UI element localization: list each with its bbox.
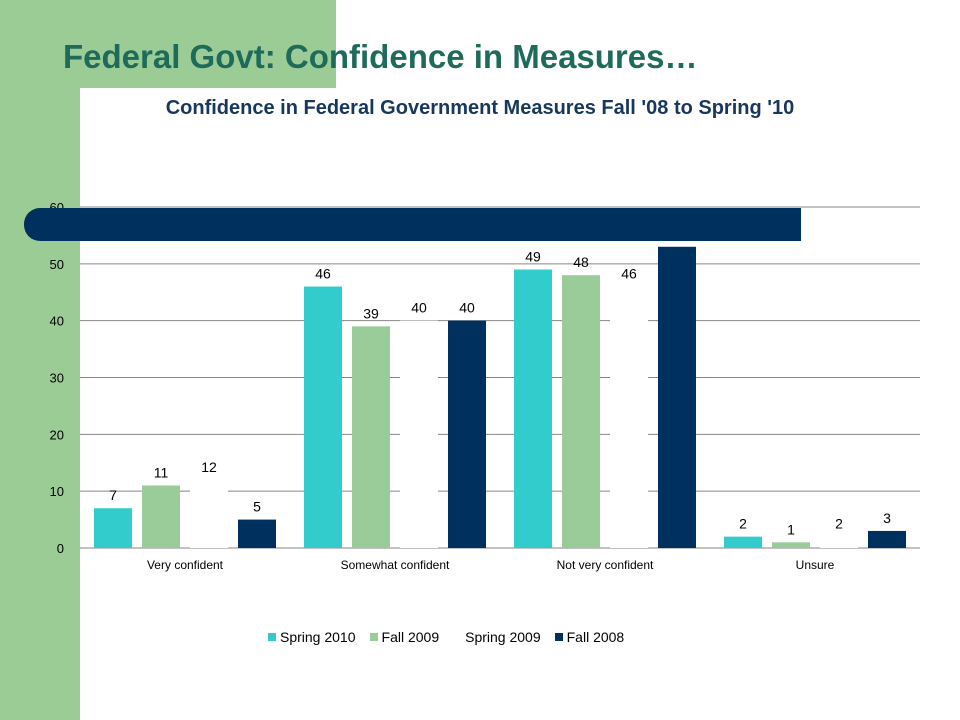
chart-title: Confidence in Federal Government Measure… bbox=[165, 97, 795, 119]
bar bbox=[610, 286, 648, 548]
legend-swatch bbox=[268, 633, 276, 641]
bar bbox=[190, 479, 228, 548]
data-label: 48 bbox=[573, 254, 589, 270]
legend-item: Fall 2008 bbox=[554, 629, 625, 645]
data-label: 40 bbox=[411, 300, 427, 316]
bar bbox=[820, 536, 858, 548]
x-category-label: Very confident bbox=[147, 558, 224, 572]
y-tick-label: 0 bbox=[57, 541, 64, 556]
data-label: 3 bbox=[883, 510, 891, 526]
legend-swatch bbox=[369, 633, 378, 641]
y-tick-label: 50 bbox=[50, 257, 64, 272]
data-label: 46 bbox=[315, 266, 331, 282]
bar bbox=[400, 320, 438, 548]
navy-banner-bar bbox=[24, 208, 801, 241]
data-label: 49 bbox=[525, 249, 541, 265]
data-label: 5 bbox=[253, 499, 261, 515]
bar bbox=[304, 286, 342, 548]
legend-item: Fall 2009 bbox=[369, 629, 440, 645]
bar bbox=[448, 320, 486, 548]
x-category-label: Somewhat confident bbox=[341, 558, 450, 572]
bar bbox=[724, 536, 762, 548]
data-label: 39 bbox=[363, 305, 379, 321]
legend-swatch bbox=[453, 633, 462, 641]
x-category-label: Not very confident bbox=[557, 558, 654, 572]
legend-label: Fall 2009 bbox=[381, 629, 440, 645]
data-label: 1 bbox=[787, 521, 795, 537]
bar bbox=[514, 269, 552, 548]
y-tick-label: 40 bbox=[50, 314, 64, 329]
legend-swatch bbox=[554, 633, 563, 641]
y-tick-label: 20 bbox=[50, 427, 64, 442]
legend-label: Fall 2008 bbox=[566, 629, 625, 645]
data-label: 40 bbox=[459, 300, 475, 316]
data-label: 7 bbox=[109, 487, 117, 503]
y-tick-label: 10 bbox=[50, 484, 64, 499]
x-category-label: Unsure bbox=[796, 558, 835, 572]
accent-strip-left bbox=[0, 0, 80, 720]
accent-strip-top bbox=[0, 0, 336, 88]
bar bbox=[562, 275, 600, 548]
legend-item: Spring 2009 bbox=[453, 629, 541, 645]
data-label: 46 bbox=[621, 266, 637, 282]
chart-legend: Spring 2010 Fall 2009 Spring 2009 Fall 2008 bbox=[268, 628, 638, 646]
data-label: 2 bbox=[835, 516, 843, 532]
y-tick-label: 30 bbox=[50, 371, 64, 386]
bar bbox=[658, 246, 696, 549]
bar bbox=[94, 508, 132, 548]
bar bbox=[868, 530, 906, 548]
bar bbox=[238, 519, 276, 548]
bar bbox=[352, 326, 390, 548]
legend-label: Spring 2010 bbox=[280, 629, 356, 645]
bar bbox=[142, 485, 180, 548]
legend-item: Spring 2010 bbox=[268, 629, 356, 645]
bar bbox=[772, 542, 810, 548]
slide-title: Federal Govt: Confidence in Measures… bbox=[63, 38, 698, 75]
legend-label: Spring 2009 bbox=[465, 629, 541, 645]
data-label: 2 bbox=[739, 516, 747, 532]
data-label: 12 bbox=[201, 459, 217, 475]
data-label: 11 bbox=[154, 464, 169, 480]
